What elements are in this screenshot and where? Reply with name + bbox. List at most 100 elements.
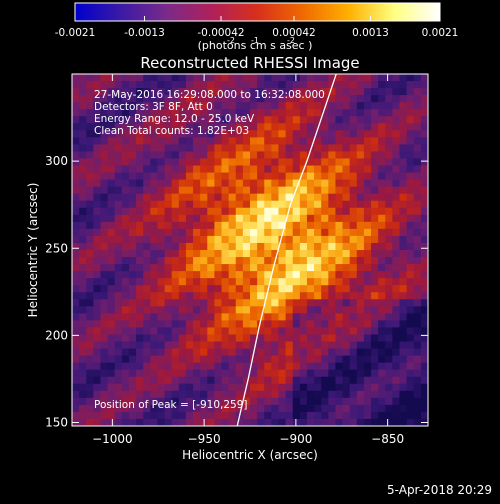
heatmap-cell — [299, 313, 308, 321]
heatmap-cell — [257, 250, 265, 258]
heatmap-cell — [271, 123, 280, 131]
heatmap-cell — [72, 179, 80, 188]
heatmap-cell — [193, 348, 201, 357]
heatmap-cell — [100, 221, 109, 230]
heatmap-cell — [114, 278, 123, 286]
heatmap-cell — [335, 81, 344, 89]
heatmap-cell — [271, 130, 280, 138]
heatmap-cell — [72, 271, 80, 279]
chart-title: Reconstructed RHESSI Image — [140, 54, 359, 72]
heatmap-cell — [406, 278, 415, 286]
heatmap-cell — [185, 404, 194, 413]
heatmap-cell — [378, 207, 386, 216]
heatmap-cell — [72, 257, 80, 265]
heatmap-cell — [314, 390, 322, 399]
heatmap-cell — [228, 109, 237, 117]
heatmap-cell — [178, 123, 187, 131]
heatmap-cell — [128, 257, 137, 265]
heatmap-cell — [278, 278, 287, 286]
heatmap-cell — [285, 179, 294, 188]
heatmap-cell — [356, 221, 365, 230]
heatmap-cell — [136, 264, 144, 272]
heatmap-cell — [221, 285, 230, 293]
heatmap-cell — [193, 81, 201, 89]
heatmap-cell — [314, 271, 322, 279]
heatmap-cell — [164, 411, 173, 420]
heatmap-cell — [157, 172, 166, 181]
heatmap-cell — [128, 95, 137, 103]
heatmap-cell — [150, 242, 159, 251]
heatmap-cell — [178, 102, 187, 110]
heatmap-cell — [242, 102, 251, 110]
colorbar-tick-label: 0.0021 — [422, 27, 459, 39]
heatmap-cell — [371, 320, 379, 329]
heatmap-cell — [207, 313, 215, 321]
heatmap-cell — [257, 369, 265, 378]
heatmap-cell — [392, 404, 401, 413]
heatmap-cell — [349, 313, 358, 321]
heatmap-cell — [250, 214, 258, 223]
heatmap-cell — [207, 193, 215, 202]
heatmap-cell — [185, 285, 194, 293]
heatmap-cell — [86, 109, 94, 117]
heatmap-cell — [292, 242, 301, 251]
heatmap-cell — [143, 411, 151, 420]
heatmap-cell — [264, 186, 272, 195]
heatmap-cell — [420, 250, 428, 258]
heatmap-cell — [221, 88, 230, 96]
heatmap-cell — [349, 151, 358, 160]
heatmap-cell — [136, 257, 144, 265]
heatmap-cell — [235, 116, 244, 124]
heatmap-cell — [114, 369, 123, 378]
heatmap-cell — [257, 320, 265, 329]
heatmap-cell — [328, 172, 337, 181]
heatmap-cell — [121, 390, 130, 399]
heatmap-cell — [86, 292, 94, 300]
heatmap-cell — [271, 376, 280, 385]
heatmap-cell — [214, 390, 223, 399]
heatmap-cell — [193, 390, 201, 399]
heatmap-cell — [378, 404, 386, 413]
heatmap-cell — [228, 158, 237, 167]
heatmap-cell — [335, 404, 344, 413]
heatmap-cell — [178, 334, 187, 343]
heatmap-cell — [378, 158, 386, 167]
heatmap-cell — [100, 186, 109, 195]
heatmap-cell — [321, 383, 329, 392]
heatmap-cell — [242, 299, 251, 307]
heatmap-cell — [271, 397, 280, 406]
heatmap-cell — [143, 200, 151, 209]
heatmap-cell — [385, 88, 393, 96]
heatmap-cell — [399, 397, 408, 406]
heatmap-cell — [86, 130, 94, 138]
heatmap-cell — [385, 137, 393, 145]
heatmap-cell — [178, 221, 187, 230]
heatmap-cell — [420, 123, 428, 131]
heatmap-cell — [257, 102, 265, 110]
heatmap-cell — [93, 334, 102, 343]
heatmap-cell — [420, 221, 428, 230]
heatmap-cell — [349, 404, 358, 413]
annotation-line: 27-May-2016 16:29:08.000 to 16:32:08.000 — [94, 89, 325, 101]
heatmap-cell — [342, 292, 351, 300]
heatmap-cell — [371, 383, 379, 392]
heatmap-cell — [314, 341, 322, 350]
heatmap-cell — [406, 235, 415, 244]
heatmap-cell — [221, 207, 230, 216]
heatmap-cell — [200, 383, 208, 392]
heatmap-cell — [420, 306, 428, 314]
heatmap-cell — [178, 144, 187, 153]
heatmap-cell — [406, 369, 415, 378]
heatmap-cell — [399, 362, 408, 371]
heatmap-cell — [328, 264, 337, 272]
heatmap-cell — [107, 109, 116, 117]
heatmap-cell — [79, 186, 87, 195]
heatmap-cell — [285, 165, 294, 174]
heatmap-cell — [228, 278, 237, 286]
heatmap-cell — [72, 278, 80, 286]
heatmap-cell — [342, 200, 351, 209]
heatmap-cell — [250, 200, 258, 209]
heatmap-cell — [399, 179, 408, 188]
heatmap-cell — [221, 221, 230, 230]
heatmap-cell — [100, 95, 109, 103]
